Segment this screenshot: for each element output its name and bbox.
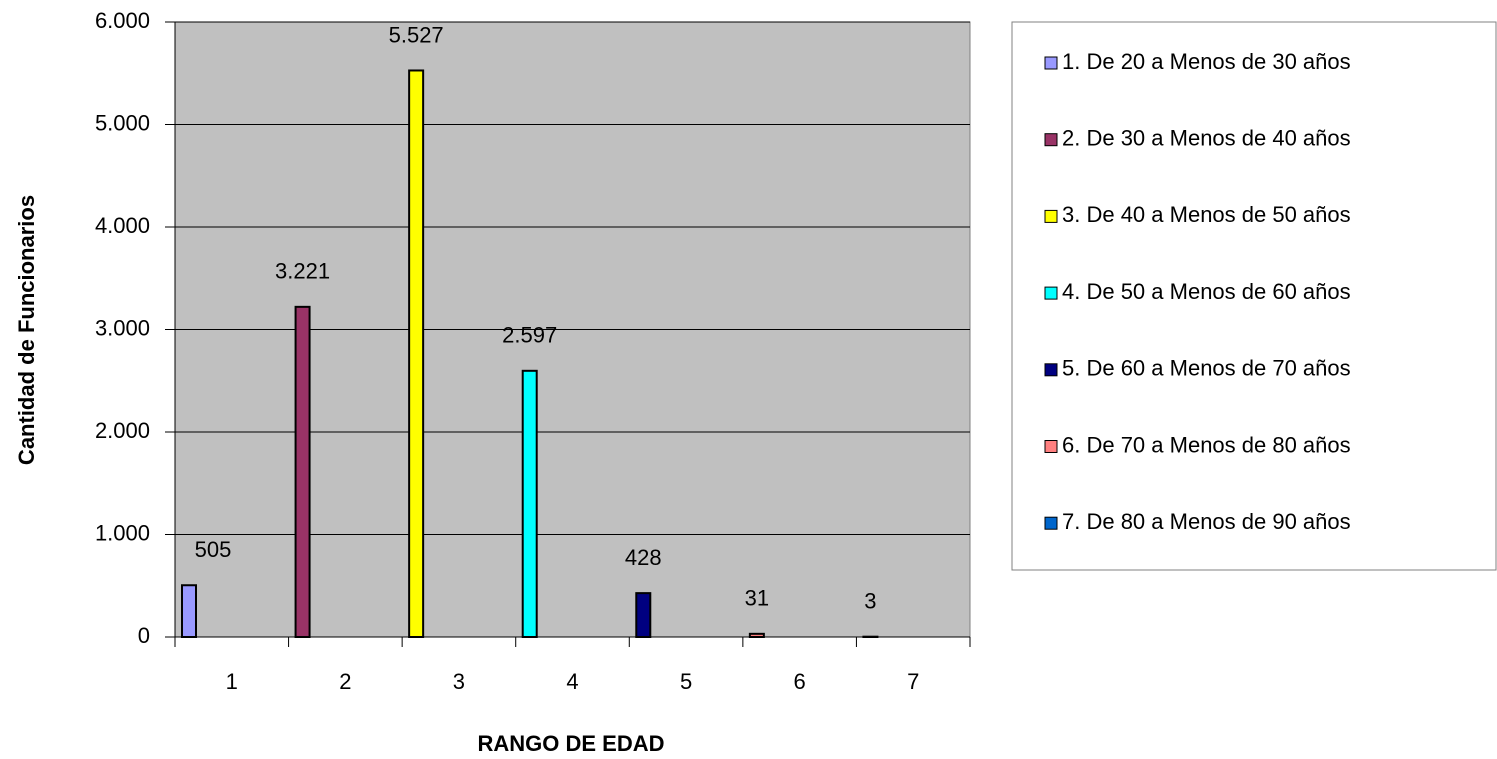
data-label: 2.597 [502, 323, 557, 348]
bar [748, 632, 765, 639]
x-tick-label: 2 [339, 669, 351, 694]
legend-label: 3. De 40 a Menos de 50 años [1062, 202, 1351, 227]
y-tick-label: 3.000 [95, 315, 150, 340]
legend-label: 1. De 20 a Menos de 30 años [1062, 49, 1351, 74]
legend-swatch [1044, 286, 1058, 300]
data-label: 428 [625, 545, 662, 570]
legend-label: 4. De 50 a Menos de 60 años [1062, 279, 1351, 304]
legend-swatch [1044, 516, 1058, 530]
data-label: 31 [745, 586, 769, 611]
bar [521, 369, 538, 638]
data-label: 3 [864, 589, 876, 614]
legend-swatch [1044, 440, 1058, 453]
x-tick-label: 5 [680, 669, 692, 694]
y-tick-label: 4.000 [95, 213, 150, 238]
x-tick-label: 4 [566, 669, 578, 694]
bar [635, 592, 652, 639]
y-tick-label: 5.000 [95, 110, 150, 135]
legend-swatch [1044, 133, 1058, 147]
y-tick-label: 2.000 [95, 418, 150, 443]
bar [181, 584, 197, 638]
data-label: 3.221 [275, 259, 330, 284]
x-axis-title: RANGO DE EDAD [477, 731, 664, 756]
y-tick-label: 1.000 [95, 520, 150, 545]
data-label: 5.527 [389, 22, 444, 47]
legend-swatch [1044, 209, 1058, 223]
legend-swatch [1044, 56, 1058, 70]
y-axis-title: Cantidad de Funcionarios [14, 195, 39, 465]
x-tick-label: 1 [226, 669, 238, 694]
legend-label: 2. De 30 a Menos de 40 años [1062, 126, 1351, 151]
y-tick-label: 6.000 [95, 8, 150, 33]
bar [408, 69, 425, 639]
bar [294, 305, 311, 638]
legend-box [1011, 21, 1497, 571]
x-tick-label: 6 [794, 669, 806, 694]
x-tick-label: 7 [907, 669, 919, 694]
data-label: 505 [195, 537, 232, 562]
legend-label: 5. De 60 a Menos de 70 años [1062, 356, 1351, 381]
legend-swatch [1044, 363, 1058, 377]
y-tick-label: 0 [138, 623, 150, 648]
legend-label: 6. De 70 a Menos de 80 años [1062, 432, 1351, 457]
x-tick-label: 3 [453, 669, 465, 694]
legend-label: 7. De 80 a Menos de 90 años [1062, 509, 1351, 534]
